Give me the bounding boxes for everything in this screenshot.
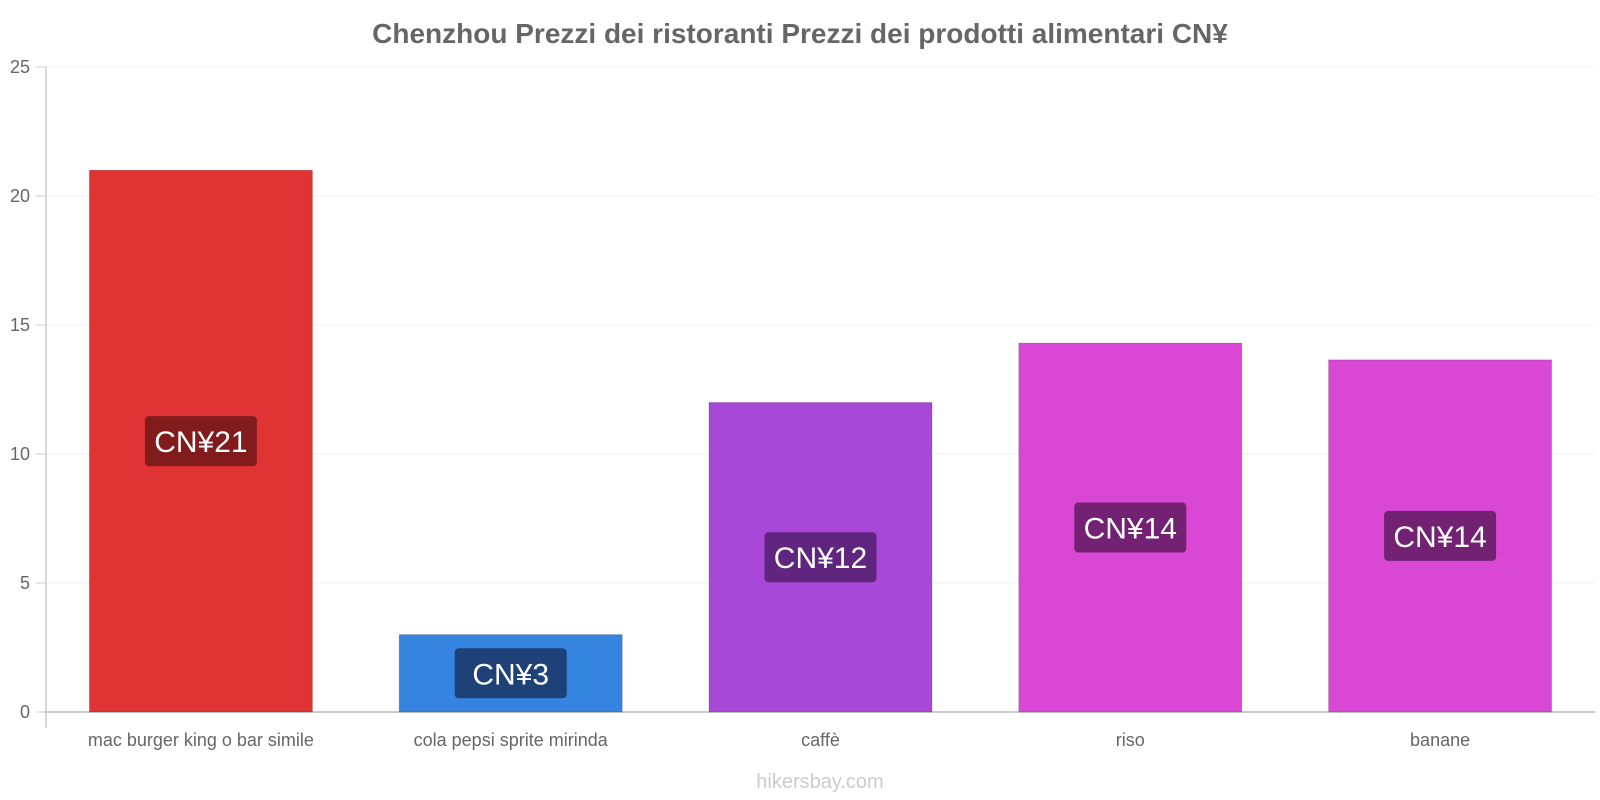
y-tick-label: 25: [10, 57, 30, 77]
data-label-box: [144, 416, 257, 467]
x-category-label: cola pepsi sprite mirinda: [414, 730, 609, 750]
x-category-label: banane: [1410, 730, 1470, 750]
x-category-label: mac burger king o bar simile: [88, 730, 314, 750]
x-category-label: riso: [1116, 730, 1145, 750]
y-tick-label: 20: [10, 186, 30, 206]
data-label: CN¥12: [774, 542, 867, 575]
data-labels: CN¥21 CN¥3 CN¥12 CN¥14 CN¥14: [144, 416, 1497, 699]
x-category-label: caffè: [801, 730, 840, 750]
y-tick-label: 0: [20, 702, 30, 722]
data-label: CN¥21: [154, 426, 247, 459]
data-label-box: [1384, 510, 1497, 561]
y-tick-label: 10: [10, 444, 30, 464]
data-label: CN¥3: [472, 658, 549, 691]
credit-text: hikersbay.com: [756, 771, 883, 793]
data-label-box: [764, 532, 877, 583]
y-tick-label: 5: [20, 573, 30, 593]
data-label-box: [454, 648, 567, 699]
bars: [88, 169, 1553, 713]
data-label: CN¥14: [1393, 521, 1486, 554]
chart-title: Chenzhou Prezzi dei ristoranti Prezzi de…: [372, 18, 1228, 49]
data-label: CN¥14: [1084, 513, 1177, 546]
y-tick-label: 15: [10, 315, 30, 335]
category-labels: mac burger king o bar simile cola pepsi s…: [88, 730, 1470, 750]
data-label-box: [1074, 502, 1187, 553]
